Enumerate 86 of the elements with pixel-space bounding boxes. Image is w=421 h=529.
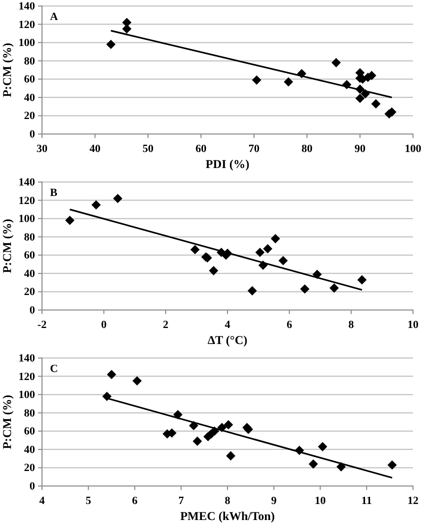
- x-tick-label: 12: [408, 495, 419, 507]
- x-axis-title: ΔT (°C): [208, 333, 248, 347]
- point: [65, 216, 74, 226]
- point: [332, 58, 341, 68]
- y-tick-label: 120: [18, 18, 36, 31]
- x-tick-label: 11: [361, 495, 372, 507]
- x-tick-label: 4: [224, 319, 231, 331]
- point: [284, 77, 294, 87]
- y-tick-label: 40: [24, 444, 36, 456]
- y-tick-label: 60: [24, 426, 36, 438]
- y-tick-label: 100: [18, 213, 36, 226]
- point: [248, 286, 257, 296]
- x-tick-label: 50: [142, 143, 154, 155]
- point: [190, 245, 200, 254]
- annotation: B: [50, 187, 58, 199]
- x-tick-label: 9: [271, 495, 278, 507]
- y-tick-label: 60: [24, 74, 36, 86]
- x-tick-label: 10: [314, 495, 326, 507]
- point: [208, 266, 218, 276]
- point: [278, 256, 288, 266]
- x-tick-label: 7: [178, 495, 184, 507]
- point: [371, 99, 381, 108]
- y-tick-label: 100: [18, 389, 36, 402]
- y-axis-title: P:CM (%): [0, 218, 14, 274]
- x-tick-label: 5: [86, 495, 92, 507]
- x-axis-title: PMEC (kWh/Ton): [180, 509, 275, 523]
- x-tick-label: 90: [354, 143, 366, 155]
- x-tick-label: 60: [196, 143, 207, 155]
- point: [270, 234, 280, 244]
- y-axis-title: P:CM (%): [0, 42, 14, 98]
- annotation: C: [50, 363, 58, 375]
- x-tick-label: 30: [36, 143, 48, 155]
- x-tick-label: 10: [408, 319, 419, 331]
- y-tick-label: 0: [30, 304, 36, 317]
- x-tick-label: 40: [90, 143, 101, 155]
- point: [367, 70, 376, 80]
- y-tick-label: 20: [24, 110, 36, 122]
- x-tick-label: 8: [348, 319, 354, 331]
- point: [387, 460, 397, 470]
- point: [318, 442, 328, 452]
- point: [102, 392, 112, 402]
- point: [355, 94, 365, 103]
- point: [255, 248, 265, 258]
- y-tick-label: 80: [24, 407, 36, 420]
- y-tick-label: 140: [18, 0, 36, 13]
- annotation: A: [50, 11, 58, 23]
- point: [357, 275, 367, 284]
- x-tick-label: 0: [101, 319, 108, 331]
- y-tick-label: 40: [24, 92, 36, 104]
- y-tick-label: 120: [18, 370, 36, 383]
- x-tick-label: 100: [404, 143, 421, 155]
- y-tick-label: 100: [18, 37, 36, 50]
- y-tick-label: 140: [18, 352, 36, 365]
- point: [106, 370, 116, 380]
- y-tick-label: 20: [24, 462, 36, 474]
- x-tick-label: -2: [37, 319, 48, 331]
- y-tick-label: 0: [30, 480, 36, 493]
- point: [192, 436, 202, 446]
- point: [308, 459, 318, 469]
- y-tick-label: 0: [30, 128, 36, 141]
- point: [300, 284, 310, 294]
- point: [263, 244, 272, 254]
- y-axis-title: P:CM (%): [0, 394, 14, 450]
- x-tick-label: 6: [132, 495, 138, 507]
- x-tick-label: 70: [248, 143, 260, 155]
- x-tick-label: 8: [224, 495, 231, 507]
- y-tick-label: 80: [24, 55, 36, 68]
- x-axis-title: PDI (%): [206, 157, 250, 171]
- y-tick-label: 60: [24, 250, 36, 262]
- y-tick-label: 20: [24, 286, 36, 298]
- x-tick-label: 4: [39, 495, 46, 507]
- point: [106, 40, 116, 50]
- x-tick-label: 6: [286, 319, 293, 331]
- y-tick-label: 80: [24, 231, 36, 244]
- x-tick-label: 80: [302, 143, 313, 155]
- y-tick-label: 120: [18, 194, 36, 207]
- point: [330, 283, 339, 293]
- y-tick-label: 140: [18, 176, 36, 189]
- point: [252, 75, 262, 85]
- x-tick-label: 2: [162, 319, 169, 331]
- point: [132, 376, 142, 386]
- point: [224, 420, 234, 430]
- point: [91, 200, 101, 210]
- point: [226, 451, 236, 460]
- point: [113, 194, 122, 204]
- y-tick-label: 40: [24, 268, 36, 280]
